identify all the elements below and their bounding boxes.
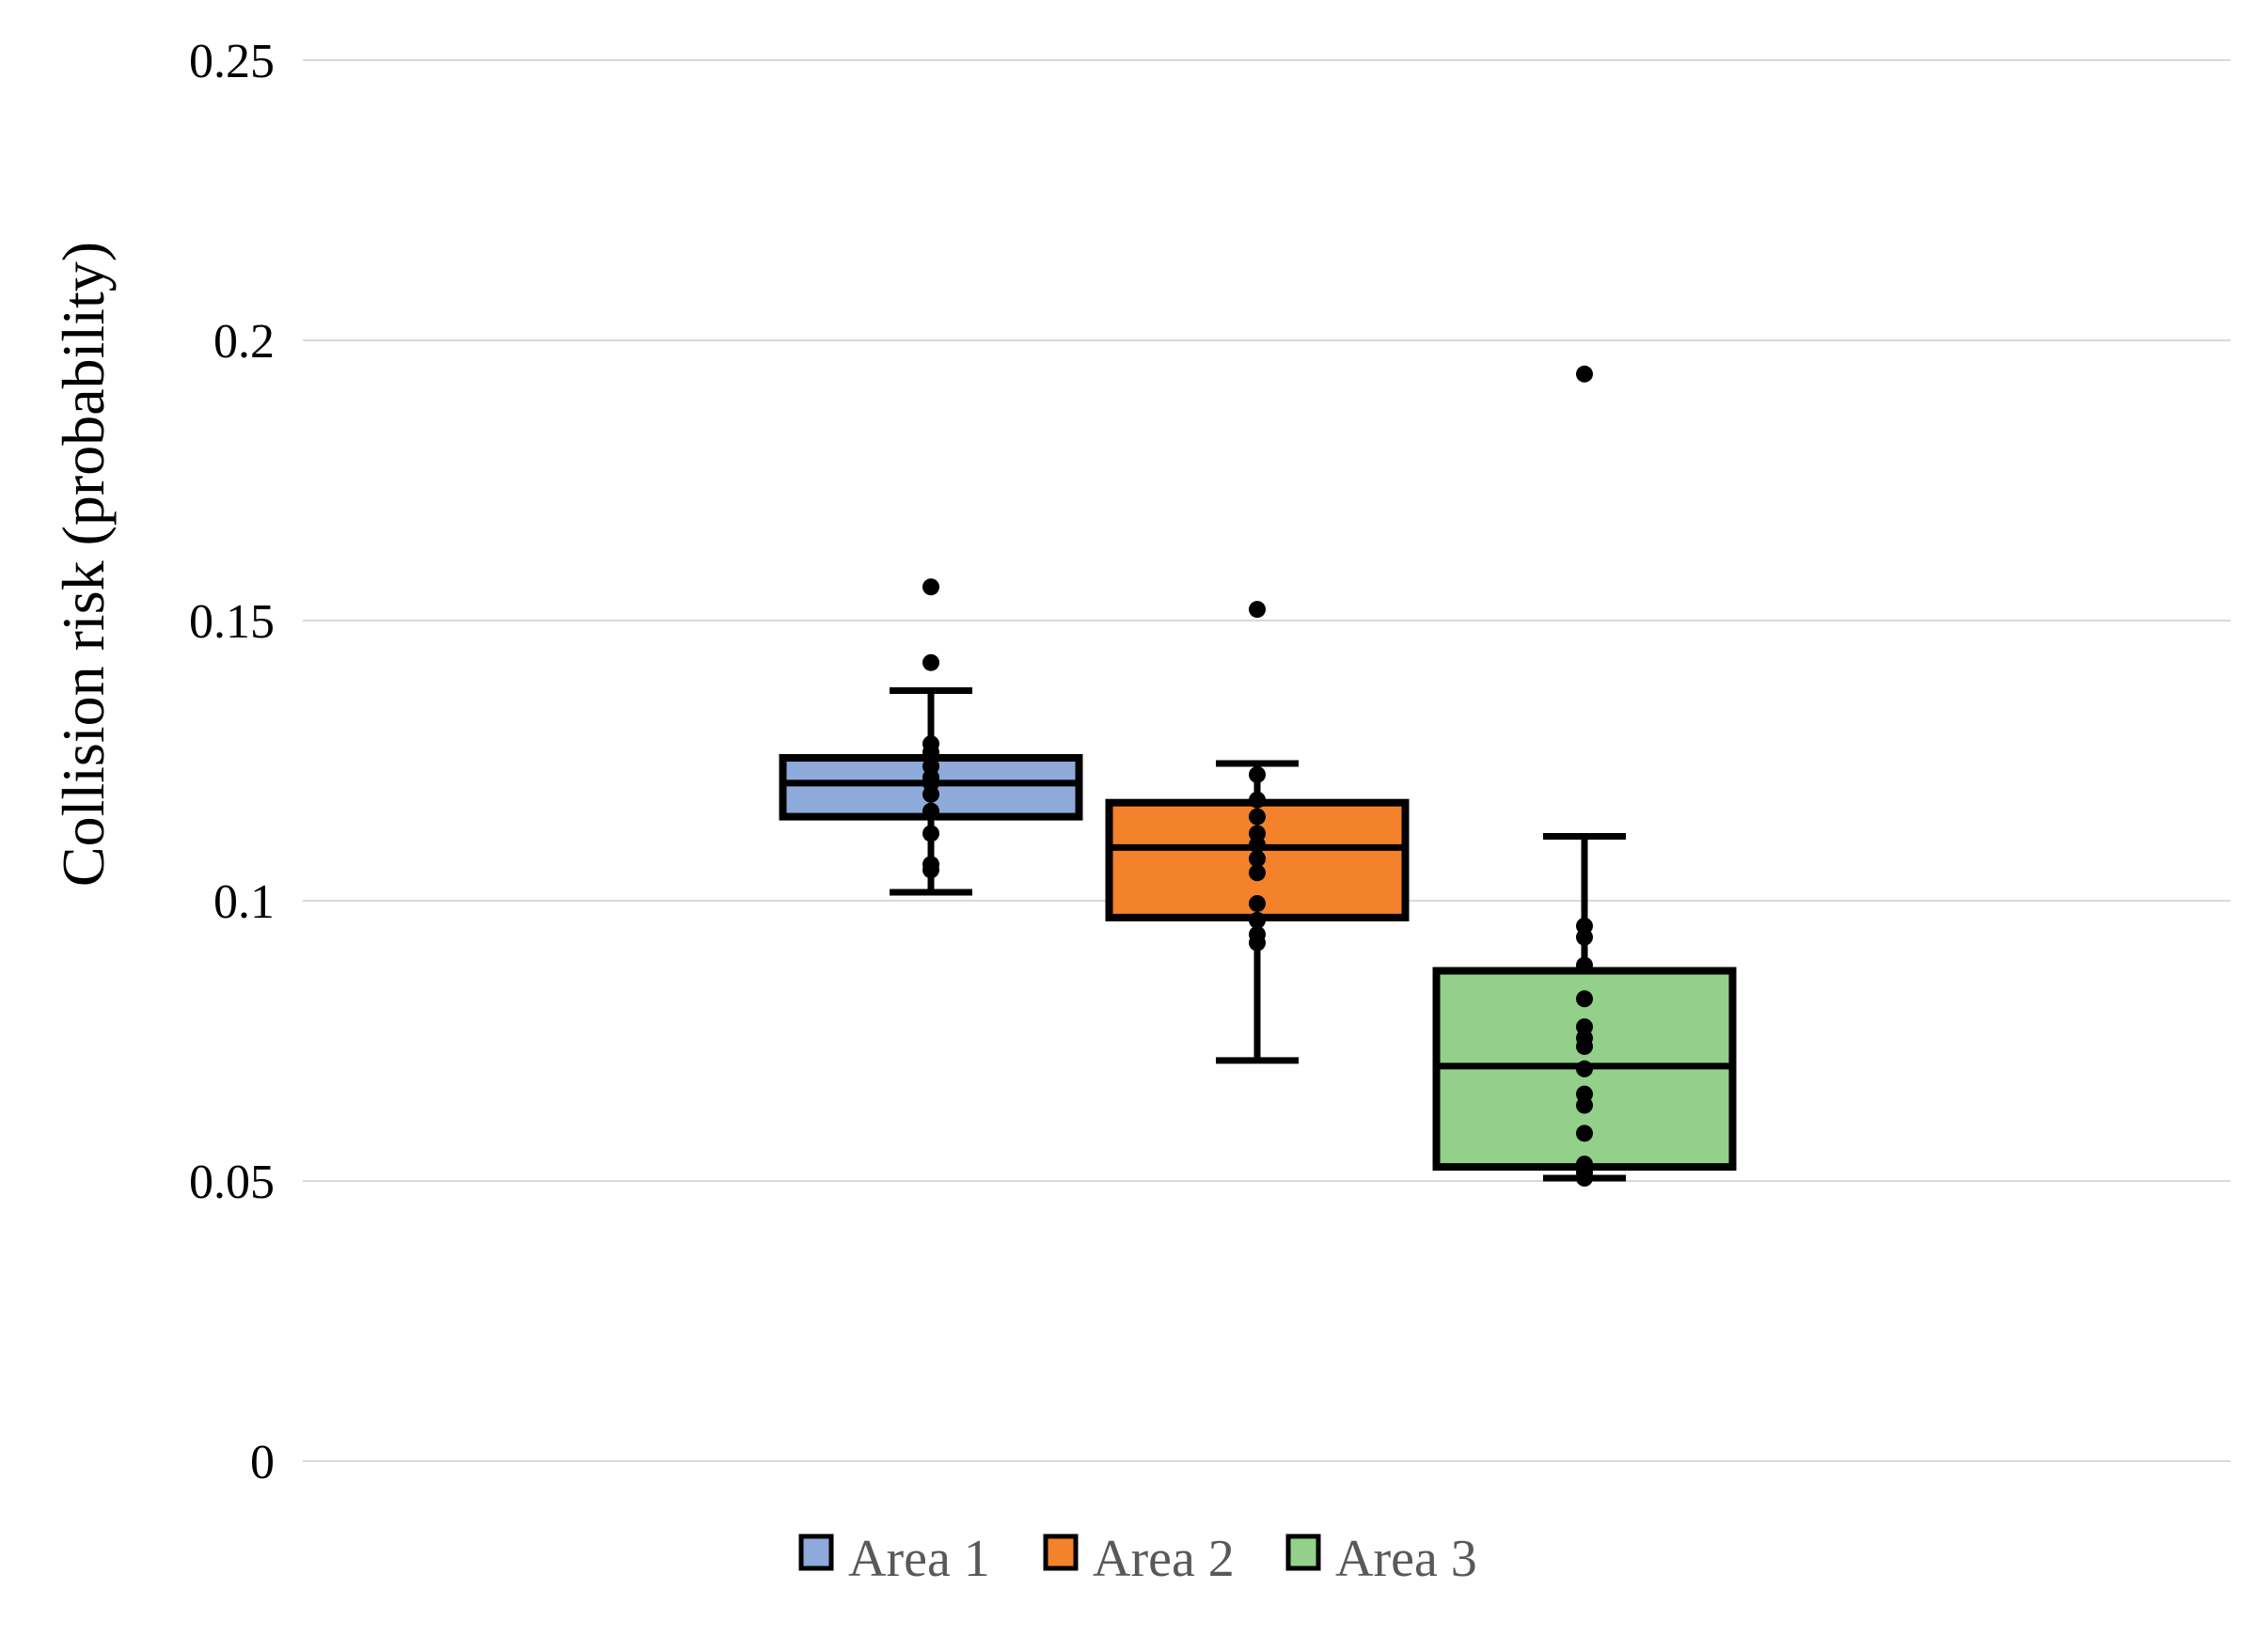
legend-swatch — [1043, 1534, 1079, 1571]
legend: Area 1 Area 2 Area 3 — [798, 1530, 1477, 1588]
series-1 — [779, 578, 1083, 896]
y-tick-label: 0 — [250, 1436, 275, 1489]
data-point — [1249, 911, 1266, 929]
y-tick-label: 0.05 — [189, 1156, 275, 1209]
y-tick-label: 0.15 — [189, 595, 275, 649]
legend-label: Area 3 — [1335, 1530, 1477, 1588]
data-point — [922, 802, 939, 820]
data-point — [1249, 850, 1266, 868]
data-point — [1249, 808, 1266, 826]
data-point — [922, 757, 939, 775]
legend-label: Area 1 — [848, 1530, 990, 1588]
data-point — [922, 735, 939, 753]
series-2 — [1105, 601, 1410, 1064]
y-axis-title: Collision risk (probability) — [50, 242, 117, 887]
data-point — [1576, 1156, 1593, 1173]
legend-label: Area 2 — [1093, 1530, 1235, 1588]
data-point — [1576, 1125, 1593, 1142]
data-point — [1576, 956, 1593, 974]
data-point — [1576, 1018, 1593, 1036]
legend-swatch — [798, 1534, 834, 1571]
y-axis-ticks: 0 0.05 0.1 0.15 0.2 0.25 — [189, 35, 275, 1489]
data-point — [1249, 925, 1266, 943]
data-point — [1576, 1060, 1593, 1078]
series-boxes — [779, 365, 1737, 1188]
data-point — [1576, 917, 1593, 935]
data-point — [1576, 365, 1593, 383]
data-point — [922, 653, 939, 671]
data-point — [1249, 864, 1266, 882]
y-tick-label: 0.1 — [213, 875, 275, 929]
legend-swatch — [1285, 1534, 1321, 1571]
data-point — [922, 578, 939, 596]
series-3 — [1432, 365, 1737, 1188]
data-point — [1576, 1085, 1593, 1103]
data-point — [1249, 601, 1266, 619]
data-point — [1249, 765, 1266, 783]
data-point — [1576, 990, 1593, 1008]
data-point — [1249, 825, 1266, 842]
y-tick-label: 0.25 — [189, 35, 275, 88]
data-point — [1249, 894, 1266, 912]
y-tick-label: 0.2 — [213, 315, 275, 369]
data-point — [1249, 791, 1266, 809]
data-point — [922, 825, 939, 842]
data-point — [922, 856, 939, 873]
